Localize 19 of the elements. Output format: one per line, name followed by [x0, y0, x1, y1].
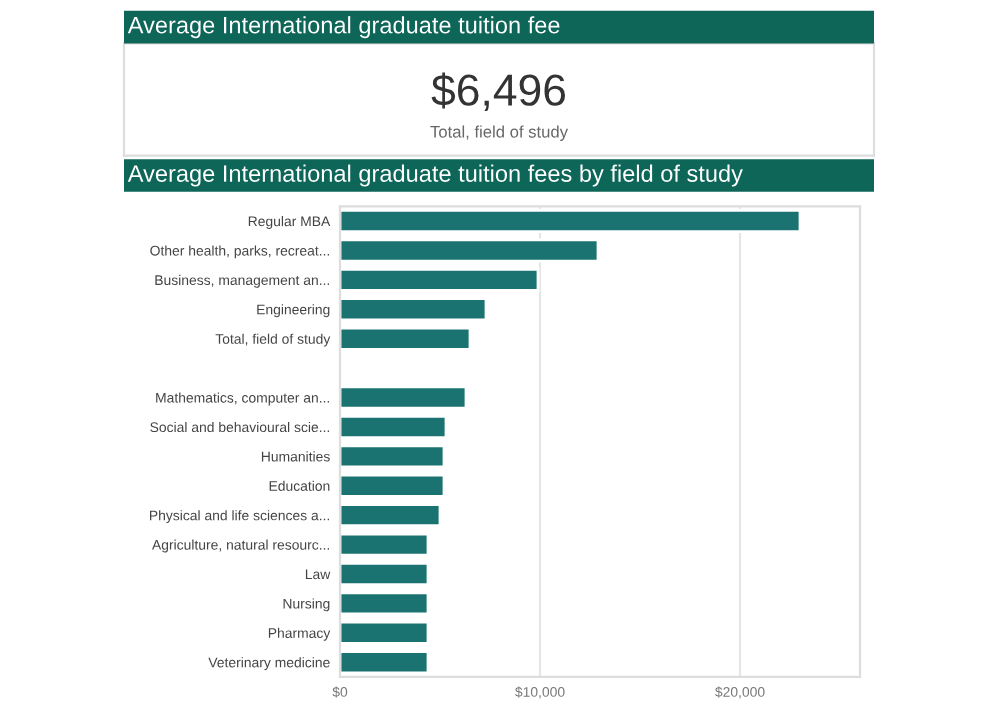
bar [340, 503, 442, 528]
chart-title: Average International graduate tuition fees by field of study [127, 164, 743, 187]
bar [340, 414, 448, 439]
bar [340, 444, 446, 469]
bar [340, 620, 430, 645]
bar [340, 650, 430, 675]
bar [340, 473, 446, 498]
bar [340, 562, 430, 586]
text: Average International graduate tuition fee [127, 16, 560, 39]
bar [340, 326, 472, 351]
bar [340, 209, 802, 234]
bar [340, 385, 468, 410]
bar [340, 532, 430, 557]
bar [340, 297, 488, 322]
text: Total, field of study [430, 125, 568, 141]
bar [340, 591, 430, 616]
bar [340, 267, 540, 292]
bar [340, 238, 600, 263]
text: $6,496 [431, 72, 566, 112]
